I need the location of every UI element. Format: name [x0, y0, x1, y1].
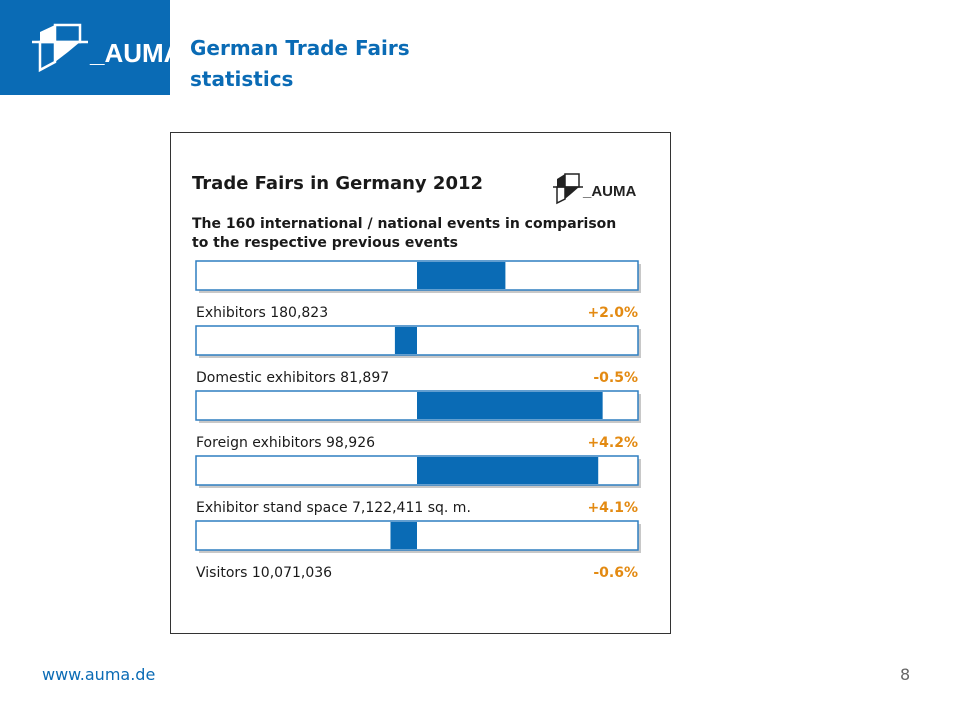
bar-value-label: +2.0%: [587, 305, 638, 321]
chart-auma-logo: _AUMA: [553, 173, 637, 205]
chart-subtitle: The 160 international / national events …: [192, 215, 622, 253]
chart-title: Trade Fairs in Germany 2012: [192, 173, 484, 194]
auma-logo: _AUMA: [32, 23, 170, 73]
slide-title-line2: statistics: [190, 67, 294, 91]
bar-category-label: Exhibitors 180,823: [196, 305, 328, 321]
bar-category-label: Domestic exhibitors 81,897: [196, 370, 389, 386]
bar-category-label: Foreign exhibitors 98,926: [196, 435, 375, 451]
bar-value: [390, 522, 417, 549]
chart-subtitle-line2: to the respective previous events: [192, 235, 458, 251]
slide-title: German Trade Fairs statistics: [190, 33, 410, 95]
bar-category-label: Exhibitor stand space 7,122,411 sq. m.: [196, 500, 471, 516]
page-number: 8: [900, 665, 911, 684]
bar-value: [394, 327, 417, 354]
chart-subtitle-line1: The 160 international / national events …: [192, 216, 617, 232]
chart-plot: Exhibitors 180,823 +2.0% Domestic exhibito…: [195, 260, 641, 581]
bar-value-label: +4.2%: [587, 435, 638, 451]
bar-value-label: -0.6%: [593, 565, 638, 581]
chart-auma-logo-text: _AUMA: [582, 183, 637, 200]
bar-value: [417, 457, 599, 484]
bar-value: [417, 262, 506, 289]
chart-frame: Trade Fairs in Germany 2012 _AUMA The 16…: [170, 132, 671, 634]
auma-logo-block: _AUMA: [0, 0, 170, 95]
auma-logo-text: _AUMA: [89, 38, 170, 68]
bar-value-label: -0.5%: [593, 370, 638, 386]
footer-url[interactable]: www.auma.de: [42, 665, 156, 684]
bar-value-label: +4.1%: [587, 500, 638, 516]
auma-logo-mark-icon: [32, 23, 88, 73]
bar-value: [417, 392, 603, 419]
slide-title-line1: German Trade Fairs: [190, 36, 410, 60]
chart-auma-logo-mark-icon: [553, 173, 583, 205]
bar-category-label: Visitors 10,071,036: [196, 565, 332, 581]
